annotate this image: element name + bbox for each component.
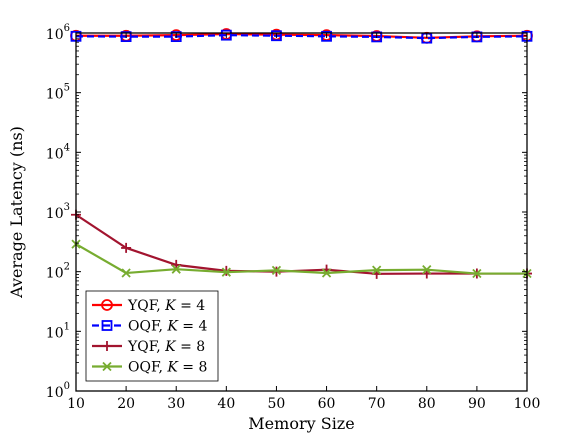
point-marker xyxy=(102,361,112,372)
point-marker xyxy=(121,242,132,253)
data-point xyxy=(422,265,432,275)
data-point xyxy=(121,242,132,253)
data-point xyxy=(101,299,113,311)
data-point xyxy=(120,31,132,43)
series-line xyxy=(75,34,528,40)
data-point xyxy=(321,268,332,278)
y-axis-label: Average Latency (ns) xyxy=(7,126,26,299)
point-marker xyxy=(271,265,282,276)
point-marker xyxy=(101,320,113,331)
point-marker xyxy=(171,264,181,274)
point-marker xyxy=(321,30,332,42)
y-tick-label: 100 xyxy=(46,381,70,401)
point-marker xyxy=(422,265,432,275)
point-marker xyxy=(101,299,113,311)
legend-entry: OQF, K = 8 xyxy=(92,360,207,376)
point-marker xyxy=(170,31,182,43)
tick-layer xyxy=(75,32,528,392)
legend-label: OQF, K = 8 xyxy=(128,360,207,376)
point-marker xyxy=(472,268,482,279)
legend-entry: YQF, K = 8 xyxy=(92,339,205,355)
legend-entry: YQF, K = 4 xyxy=(92,298,205,314)
data-point xyxy=(121,268,131,278)
series xyxy=(70,29,533,44)
data-point xyxy=(221,267,231,277)
x-tick-label: 100 xyxy=(514,396,541,412)
x-tick-label: 70 xyxy=(368,396,386,412)
data-point xyxy=(372,265,382,275)
y-tick-label: 105 xyxy=(46,83,70,103)
data-point xyxy=(102,361,112,372)
point-marker xyxy=(321,268,332,278)
data-point xyxy=(271,265,282,276)
x-tick-label: 90 xyxy=(468,396,486,412)
point-marker xyxy=(221,267,231,277)
legend-label: YQF, K = 4 xyxy=(127,298,205,314)
y-tick-label: 101 xyxy=(46,321,70,341)
legend-entry: OQF, K = 4 xyxy=(92,319,207,335)
data-point xyxy=(101,320,113,331)
data-point xyxy=(102,341,112,351)
legend: YQF, K = 4 OQF, K = 4 YQF, K = 8 OQF, K = 8 xyxy=(85,290,219,382)
data-point xyxy=(171,264,181,274)
data-point xyxy=(220,29,232,41)
series-line xyxy=(75,243,527,275)
point-marker xyxy=(120,31,132,43)
x-tick-label: 40 xyxy=(217,396,235,412)
x-tick-label: 10 xyxy=(67,396,85,412)
point-marker xyxy=(102,341,112,351)
x-axis-label: Memory Size xyxy=(248,414,354,433)
x-tick-label: 60 xyxy=(318,396,336,412)
y-tick-label: 103 xyxy=(46,202,70,222)
point-marker xyxy=(220,29,232,41)
y-tick-label: 106 xyxy=(46,23,70,43)
x-tick-label: 50 xyxy=(268,396,286,412)
point-marker xyxy=(121,268,131,278)
data-point xyxy=(321,30,332,42)
x-tick-label: 20 xyxy=(117,396,135,412)
data-point xyxy=(170,31,182,43)
legend-label: YQF, K = 8 xyxy=(127,339,205,355)
point-marker xyxy=(372,265,382,275)
series xyxy=(71,239,532,279)
x-tick-label: 80 xyxy=(418,396,436,412)
point-marker xyxy=(271,30,282,42)
tick-label-layer: 10 20 30 40 50 60 70 80 90 100 100 101 102 103 104 105 1… xyxy=(46,23,541,412)
data-point xyxy=(271,30,282,42)
legend-label: OQF, K = 4 xyxy=(128,319,207,335)
data-point xyxy=(472,268,482,279)
x-tick-label: 30 xyxy=(167,396,185,412)
y-tick-label: 102 xyxy=(46,262,70,282)
y-tick-label: 104 xyxy=(46,142,70,162)
